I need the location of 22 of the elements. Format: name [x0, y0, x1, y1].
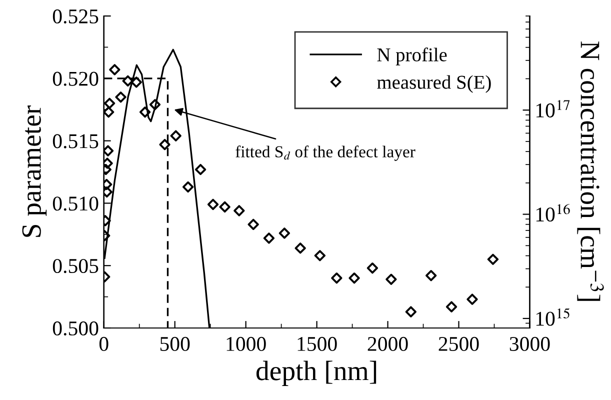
y-tick-label: 0.520	[52, 72, 98, 86]
y-tick-label: 0.525	[52, 9, 98, 24]
y2-axis-title: N concentration [cm$^{−3}$]	[577, 42, 604, 301]
x-tick-label: 1000	[226, 336, 266, 351]
x-tick-label: 500	[160, 336, 190, 351]
y-axis-title: S parameter	[22, 106, 47, 237]
y2-tick-label: 10$^{15}$	[536, 308, 570, 326]
y-tick-label: 0.510	[52, 196, 98, 211]
y-tick-label: 0.505	[52, 258, 98, 274]
x-axis-title: depth [nm]	[256, 360, 376, 386]
y-tick-label: 0.515	[52, 134, 98, 148]
x-tick-label: 2500	[438, 336, 479, 351]
y-tick-label: 0.500	[52, 321, 98, 336]
y2-tick-label: 10$^{17}$	[536, 100, 570, 118]
x-tick-label: 2000	[368, 336, 408, 351]
x-tick-label: 0	[99, 336, 108, 351]
x-tick-label: 3000	[510, 336, 550, 351]
legend-label: measured S(E)	[377, 75, 491, 93]
y2-tick-label: 10$^{16}$	[536, 204, 570, 222]
legend-label: N profile	[377, 48, 447, 66]
annotation: fitted S$_{d}$ of the defect layer	[236, 146, 416, 161]
x-tick-label: 1500	[298, 336, 337, 351]
